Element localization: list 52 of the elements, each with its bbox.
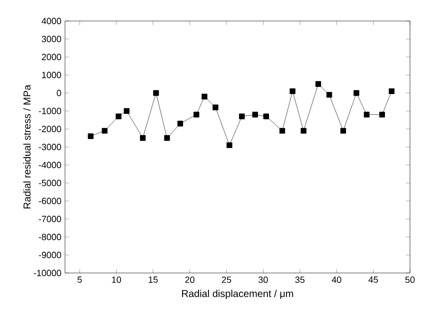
y-tick-label: 0 bbox=[56, 90, 62, 96]
y-tick-label: 1000 bbox=[42, 72, 62, 78]
point bbox=[364, 112, 370, 118]
point bbox=[379, 112, 385, 118]
point bbox=[177, 120, 184, 126]
point bbox=[354, 90, 360, 96]
point bbox=[326, 92, 332, 98]
point bbox=[194, 112, 200, 118]
point bbox=[164, 135, 170, 141]
point bbox=[300, 128, 306, 134]
x-tick-label: 40 bbox=[332, 276, 342, 283]
point bbox=[226, 142, 232, 148]
point bbox=[279, 128, 286, 134]
x-tick-label: 25 bbox=[222, 276, 232, 283]
y-tick-label: -2000 bbox=[38, 126, 62, 132]
point bbox=[140, 135, 146, 141]
point bbox=[212, 104, 218, 110]
y-tick-label: 2000 bbox=[42, 54, 62, 60]
x-tick-label: 50 bbox=[405, 276, 415, 283]
y-tick-label: -5000 bbox=[38, 180, 62, 186]
x-tick-label: 30 bbox=[258, 276, 268, 283]
x-tick-label: 15 bbox=[148, 276, 158, 283]
y-tick-label: -3000 bbox=[38, 144, 62, 150]
y-axis-title: Radial residual stress / MPa bbox=[23, 84, 31, 208]
point bbox=[124, 108, 130, 114]
x-tick-label: 35 bbox=[295, 276, 305, 283]
y-tick-label: 3000 bbox=[42, 36, 62, 42]
x-tick-label: 45 bbox=[368, 276, 378, 283]
x-tick-label: 5 bbox=[78, 276, 82, 283]
point bbox=[252, 112, 258, 118]
y-tick-label: -10000 bbox=[34, 270, 62, 276]
point bbox=[202, 94, 208, 100]
point bbox=[239, 114, 245, 120]
point bbox=[116, 114, 122, 120]
point bbox=[340, 128, 346, 134]
point bbox=[88, 133, 94, 140]
y-tick-label: 4000 bbox=[42, 18, 62, 24]
x-tick-label: 20 bbox=[185, 276, 194, 283]
point bbox=[102, 128, 108, 134]
point bbox=[290, 88, 296, 94]
y-tick-label: -9000 bbox=[38, 252, 62, 258]
point bbox=[315, 81, 322, 87]
y-tick-label: -4000 bbox=[38, 162, 62, 168]
point bbox=[388, 88, 394, 94]
y-tick-label: -7000 bbox=[38, 216, 62, 222]
y-tick-label: -1000 bbox=[38, 108, 62, 114]
x-axis-title: Radial displacement / μm bbox=[182, 290, 294, 300]
x-tick-label: 10 bbox=[112, 276, 122, 283]
point bbox=[263, 114, 269, 120]
point bbox=[153, 90, 159, 96]
y-tick-label: -8000 bbox=[38, 234, 62, 240]
y-tick-label: -6000 bbox=[38, 198, 62, 204]
